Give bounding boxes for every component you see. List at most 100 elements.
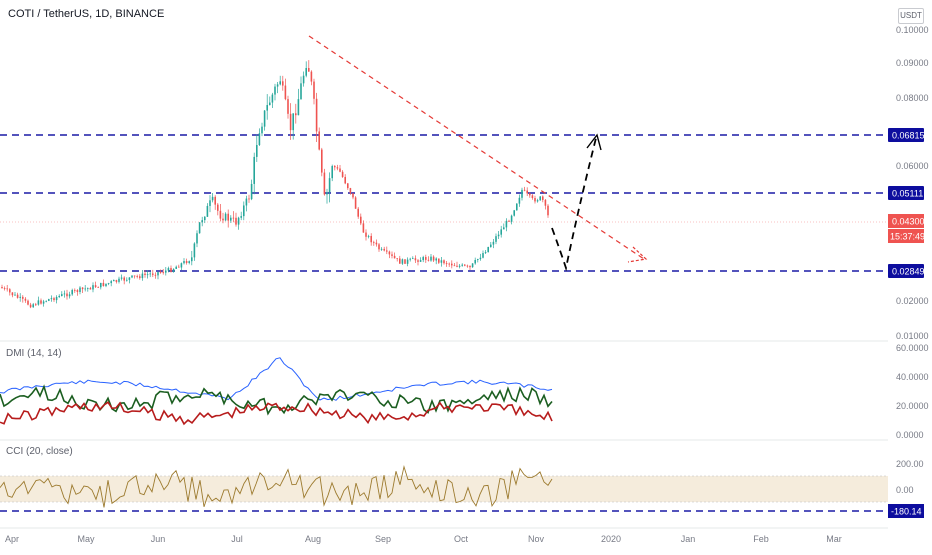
candle-down bbox=[531, 195, 534, 199]
candle-down bbox=[360, 216, 362, 224]
candle-up bbox=[521, 189, 523, 198]
candle-down bbox=[9, 289, 11, 293]
candle-up bbox=[367, 235, 370, 237]
descending-trend-line[interactable] bbox=[308, 35, 645, 260]
candle-up bbox=[120, 277, 123, 279]
candle-up bbox=[276, 84, 279, 87]
level-price-label: 0.02849 bbox=[892, 267, 925, 277]
cci-level-badge bbox=[888, 504, 924, 518]
candle-down bbox=[341, 171, 344, 177]
candle-down bbox=[323, 172, 326, 195]
candle-down bbox=[102, 282, 105, 287]
candle-up bbox=[471, 263, 474, 268]
candle-down bbox=[347, 183, 349, 189]
candle-up bbox=[230, 217, 232, 221]
candle-down bbox=[74, 289, 76, 291]
candle-down bbox=[451, 263, 453, 266]
candle-up bbox=[271, 94, 274, 103]
candle-down bbox=[222, 218, 224, 221]
candle-down bbox=[456, 265, 458, 267]
candle-down bbox=[287, 99, 289, 114]
candle-down bbox=[295, 113, 297, 116]
symbol-title: COTI / TetherUS, 1D, BINANCE bbox=[8, 8, 165, 20]
candle-up bbox=[68, 294, 71, 297]
cci-level-label: -180.14 bbox=[891, 507, 922, 517]
candle-down bbox=[432, 256, 435, 261]
candle-down bbox=[310, 71, 313, 82]
price-axis-tick: 0.06000 bbox=[896, 161, 929, 171]
candle-up bbox=[461, 264, 463, 266]
candle-up bbox=[126, 279, 128, 281]
price-candles bbox=[1, 60, 549, 309]
candle-down bbox=[235, 217, 237, 225]
candle-up bbox=[243, 205, 245, 217]
candle-down bbox=[336, 167, 339, 169]
candle-up bbox=[165, 270, 167, 273]
candle-down bbox=[404, 259, 406, 264]
candle-up bbox=[300, 83, 302, 100]
candle-up bbox=[328, 178, 331, 193]
candle-up bbox=[193, 243, 196, 258]
candle-up bbox=[224, 213, 227, 221]
candle-up bbox=[191, 257, 193, 262]
candle-down bbox=[523, 189, 526, 191]
candle-up bbox=[263, 110, 266, 127]
candle-up bbox=[484, 252, 487, 254]
time-axis-label: Mar bbox=[826, 534, 842, 544]
candle-up bbox=[279, 81, 281, 85]
time-axis-label: Jul bbox=[231, 534, 243, 544]
candle-down bbox=[349, 188, 352, 194]
candle-up bbox=[479, 257, 482, 260]
time-axis-label: Feb bbox=[753, 534, 769, 544]
candle-down bbox=[81, 287, 84, 290]
candle-down bbox=[427, 259, 430, 261]
candle-down bbox=[16, 294, 19, 298]
candle-down bbox=[123, 277, 125, 281]
candle-down bbox=[542, 196, 544, 200]
candle-up bbox=[196, 233, 198, 244]
candle-up bbox=[141, 273, 144, 279]
candle-up bbox=[42, 301, 45, 304]
candle-up bbox=[92, 285, 94, 290]
candle-down bbox=[378, 244, 380, 250]
candle-up bbox=[61, 294, 63, 296]
candle-down bbox=[373, 242, 375, 244]
candle-up bbox=[237, 217, 240, 225]
candle-up bbox=[245, 198, 248, 206]
candle-down bbox=[29, 304, 32, 308]
level-price-badge bbox=[888, 264, 924, 278]
candle-down bbox=[139, 276, 141, 279]
candle-up bbox=[240, 216, 242, 218]
dmi-axis-tick: 40.0000 bbox=[896, 372, 929, 382]
candle-up bbox=[492, 241, 495, 245]
candle-up bbox=[412, 258, 414, 260]
candle-down bbox=[217, 204, 219, 211]
candle-down bbox=[133, 275, 136, 277]
candle-up bbox=[539, 196, 541, 201]
projection-path[interactable] bbox=[551, 137, 597, 272]
candle-down bbox=[35, 304, 37, 306]
candle-up bbox=[172, 268, 175, 272]
candle-down bbox=[453, 265, 456, 267]
candle-up bbox=[440, 260, 443, 263]
candle-up bbox=[401, 259, 404, 264]
price-axis-tick: 0.10000 bbox=[896, 25, 929, 35]
candle-down bbox=[375, 242, 378, 245]
currency-selector-button[interactable]: USDT bbox=[898, 8, 924, 24]
candle-up bbox=[118, 278, 120, 282]
candle-up bbox=[146, 274, 149, 276]
candle-down bbox=[448, 263, 450, 265]
candle-down bbox=[526, 190, 528, 194]
candle-up bbox=[292, 113, 294, 131]
candle-up bbox=[79, 287, 81, 292]
candle-down bbox=[417, 260, 419, 262]
candle-down bbox=[170, 268, 172, 272]
candle-down bbox=[282, 81, 284, 86]
candle-down bbox=[248, 198, 250, 200]
candle-down bbox=[318, 131, 320, 150]
candle-up bbox=[206, 205, 209, 217]
candle-down bbox=[89, 287, 92, 290]
dmi-axis-tick: 60.0000 bbox=[896, 343, 929, 353]
